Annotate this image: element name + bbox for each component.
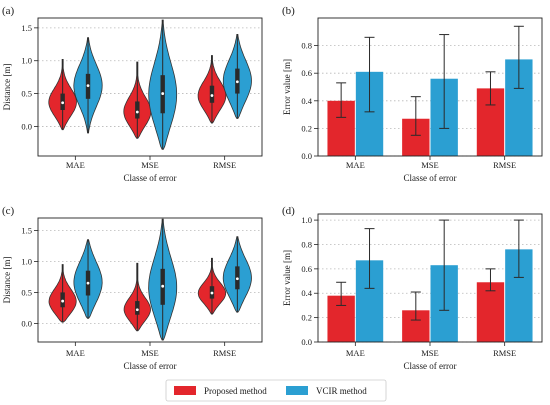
panel-b: 0.0 0.2 0.4 0.6 0.8 (b) Error value [m] MAE MSE R… — [282, 5, 543, 183]
x-tick-label: MSE — [421, 348, 438, 358]
bar — [476, 282, 505, 342]
x-tick-label: MSE — [421, 160, 438, 170]
y-tick-label: 0.4 — [301, 288, 312, 298]
plot-frame — [37, 217, 263, 343]
plot-frame — [37, 17, 263, 157]
y-axis-label: Error value [m] — [282, 250, 292, 306]
y-tick-label: 0.2 — [301, 313, 312, 323]
panel-label: (a) — [2, 5, 15, 17]
x-axis-label: Classe of error — [124, 173, 177, 183]
x-tick-label: RMSE — [493, 160, 516, 170]
x-tick-label: MSE — [141, 160, 158, 170]
y-tick-label: 0.2 — [301, 123, 312, 133]
y-axis-label: Error value [m] — [282, 59, 292, 115]
x-tick-label: RMSE — [213, 348, 236, 358]
x-axis-label: Classe of error — [404, 173, 457, 183]
y-tick-label: 0.8 — [301, 41, 312, 51]
panel-label: (c) — [2, 205, 15, 217]
violin-median — [61, 299, 65, 303]
plot-frame — [317, 17, 543, 157]
y-tick-label: 0.5 — [21, 89, 32, 99]
y-tick-label: 0.0 — [301, 337, 312, 347]
legend-swatch — [286, 386, 308, 395]
y-tick-label: 0.0 — [21, 318, 32, 328]
y-tick-label: 0.6 — [301, 264, 312, 274]
x-tick-label: MAE — [346, 160, 365, 170]
x-tick-label: MAE — [346, 348, 365, 358]
legend-label: Proposed method — [204, 386, 267, 396]
legend-box — [165, 379, 387, 402]
y-axis-label: Distance [m] — [2, 64, 12, 111]
legend-label: VCIR method — [316, 386, 367, 396]
violin-median — [161, 92, 165, 95]
plot-frame — [317, 213, 543, 343]
panel-a: 0.0 0.5 1.0 1.5 (a) Distance [m] MAE MSE RMSE Cla… — [2, 5, 263, 183]
violin-median — [235, 277, 239, 281]
violin-median — [61, 101, 65, 105]
y-tick-label: 0.8 — [301, 239, 312, 249]
violin-median — [235, 80, 239, 84]
y-tick-label: 0.6 — [301, 68, 312, 78]
panel-c: 0.0 0.5 1.0 1.5 (c) Distance [m] MAE MSE RMSE Cla… — [2, 205, 263, 371]
x-tick-label: MAE — [66, 160, 85, 170]
y-tick-label: 0.0 — [301, 151, 312, 161]
x-tick-label: MSE — [141, 348, 158, 358]
y-tick-label: 1.0 — [21, 56, 32, 66]
panel-label: (d) — [282, 205, 295, 217]
y-tick-label: 1.5 — [21, 225, 32, 235]
x-tick-label: MAE — [66, 348, 85, 358]
y-axis-label: Distance [m] — [2, 257, 12, 304]
y-tick-label: 1.0 — [21, 256, 32, 266]
legend: Proposed method VCIR method — [165, 379, 387, 402]
violin-median — [135, 110, 139, 114]
violin-median — [135, 308, 139, 312]
violin-median — [86, 84, 90, 88]
y-tick-label: 0.4 — [301, 96, 312, 106]
violin-box — [135, 101, 140, 119]
violin-box — [135, 301, 140, 315]
y-tick-label: 0.0 — [21, 121, 32, 131]
panel-d: 0.0 0.2 0.4 0.6 0.8 1.0 (d) Error value [m] MAE M… — [282, 205, 543, 371]
panel-label: (b) — [282, 5, 295, 17]
legend-swatch — [174, 386, 196, 395]
violin-median — [210, 94, 214, 97]
violin-median — [161, 284, 165, 288]
y-tick-label: 1.0 — [301, 215, 312, 225]
y-tick-label: 1.5 — [21, 23, 32, 33]
x-axis-label: Classe of error — [404, 361, 457, 371]
x-tick-label: RMSE — [213, 160, 236, 170]
x-tick-label: RMSE — [493, 348, 516, 358]
x-axis-label: Classe of error — [124, 361, 177, 371]
y-tick-label: 0.5 — [21, 287, 32, 297]
violin-median — [86, 281, 90, 285]
violin-median — [210, 291, 214, 295]
